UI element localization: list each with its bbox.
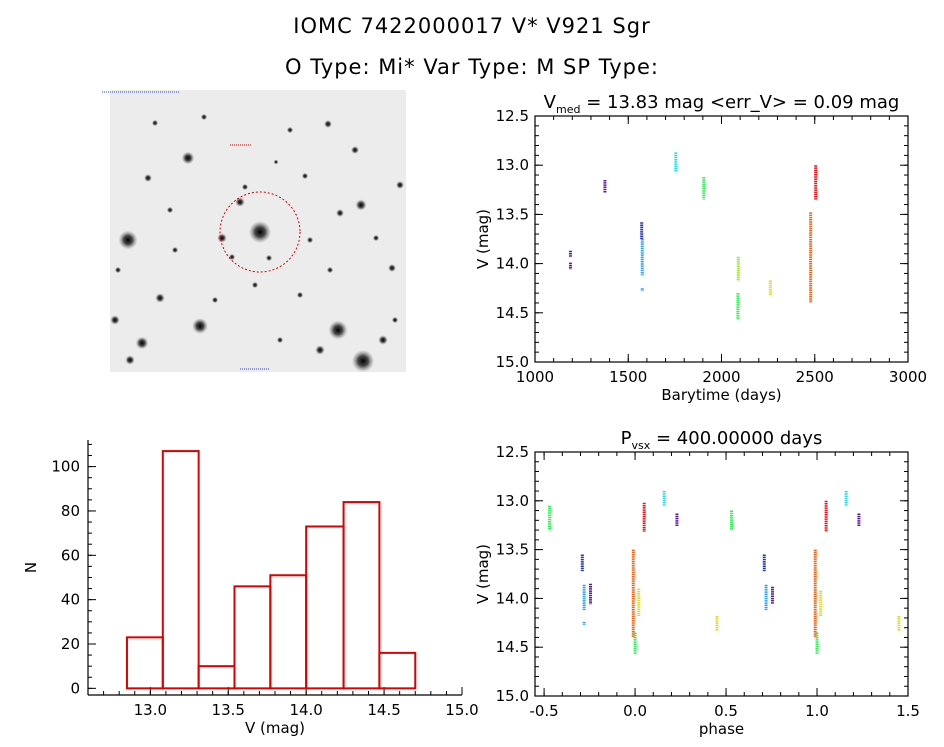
phased-x-label: phase (699, 720, 744, 738)
lightcurve-x-tick-label: 1500 (609, 368, 647, 386)
star-icon (388, 264, 396, 272)
phased-y-tick-label: 12.5 (496, 443, 529, 461)
histogram-y-label: N (22, 562, 40, 573)
star-icon (296, 291, 304, 299)
star-icon (351, 349, 375, 372)
lightcurve-title: Vmed = 13.83 mag <err_V> = 0.09 mag (544, 92, 900, 116)
star-icon (181, 151, 195, 165)
histogram-y-tick-label: 100 (51, 458, 80, 476)
lightcurve-y-tick-label: 14.5 (496, 304, 529, 322)
phased-y-tick-label: 14.5 (496, 638, 529, 656)
lightcurve-y-tick-label: 15.0 (496, 353, 529, 371)
histogram-x-label: V (mag) (245, 719, 305, 737)
histogram-bar (269, 574, 308, 690)
phased-x-tick-label: 0.0 (623, 702, 647, 720)
chart-title: IOMC 7422000017 V* V921 Sgr (293, 14, 651, 38)
lightcurve-y-label: V (mag) (474, 209, 492, 269)
phased-title: Pvsx = 400.00000 days (621, 428, 823, 452)
histogram-bar (161, 450, 200, 690)
phased-frame (534, 451, 909, 697)
sky-image (102, 90, 406, 372)
star-icon (324, 120, 332, 128)
star-icon (273, 159, 279, 165)
star-icon (286, 126, 294, 134)
star-icon (151, 119, 159, 127)
star-icon (110, 315, 120, 325)
lightcurve-frame (534, 115, 909, 363)
star-icon (200, 113, 208, 121)
star-icon (248, 220, 272, 244)
star-icon (125, 355, 135, 365)
histogram-y-tick-label: 0 (70, 679, 80, 697)
histogram-bar (305, 525, 345, 690)
phased-x-tick-label: 1.5 (896, 702, 920, 720)
histogram-x-tick-label: 13.0 (134, 701, 167, 719)
histogram-y-tick-label: 20 (61, 635, 80, 653)
star-icon (326, 266, 334, 274)
star-icon (351, 146, 359, 154)
phased-x-tick-label: 1.0 (805, 702, 829, 720)
phased-y-label: V (mag) (474, 544, 492, 604)
lightcurve-x-tick-label: 2000 (702, 368, 740, 386)
phased-x-tick-label: -0.5 (529, 702, 558, 720)
histogram-x-tick-label: 14.5 (367, 701, 400, 719)
histogram-plot: 13.0 13.5 14.0 14.5 15.0 0 20 40 60 80 100 V (mag) N (22, 440, 479, 737)
star-icon (265, 254, 273, 262)
target-circle (219, 191, 301, 273)
star-icon (251, 281, 259, 289)
star-icon (118, 230, 138, 250)
histogram-bar (197, 665, 236, 690)
phased-y-tick-label: 13.0 (496, 492, 529, 510)
phased-x-tick-label: 0.5 (714, 702, 738, 720)
star-field (110, 113, 404, 372)
lightcurve-x-label: Barytime (days) (661, 386, 781, 404)
histogram-y-tick-label: 60 (61, 546, 80, 564)
lightcurve-y-tick-label: 12.5 (496, 107, 529, 125)
star-icon (396, 181, 404, 189)
histogram-x-tick-label: 13.5 (212, 701, 245, 719)
phase-plot: Pvsx = 400.00000 days -0.5 0.0 0.5 1.0 1.5 12.… (474, 428, 920, 738)
star-icon (192, 318, 208, 334)
lightcurve-x-tick-label: 3000 (889, 368, 927, 386)
lightcurve-y-tick-label: 13.0 (496, 156, 529, 174)
star-icon (241, 183, 249, 191)
star-icon (301, 172, 309, 180)
phased-y-tick-label: 14.0 (496, 589, 529, 607)
star-icon (171, 246, 179, 254)
histogram-bar (125, 636, 164, 690)
star-icon (315, 345, 325, 355)
histogram-y-tick-label: 80 (61, 502, 80, 520)
star-icon (114, 266, 122, 274)
histogram-y-tick-label: 40 (61, 591, 80, 609)
phased-y-tick-label: 15.0 (496, 687, 529, 705)
phased-y-tick-label: 13.5 (496, 541, 529, 559)
histogram-bar (233, 585, 272, 690)
lightcurve-x-tick-label: 1000 (516, 368, 554, 386)
star-icon (135, 336, 149, 350)
star-icon (276, 336, 284, 344)
star-icon (217, 233, 227, 243)
star-icon (355, 199, 367, 211)
lightcurve-y-tick-label: 14.0 (496, 255, 529, 273)
histogram-x-tick-label: 15.0 (445, 701, 478, 719)
lightcurve-x-tick-label: 2500 (796, 368, 834, 386)
star-icon (211, 296, 219, 304)
star-icon (328, 320, 348, 340)
star-icon (336, 209, 344, 217)
star-icon (235, 197, 245, 207)
lightcurve-y-tick-label: 13.5 (496, 205, 529, 223)
star-icon (306, 236, 314, 244)
star-icon (155, 293, 165, 303)
star-icon (391, 316, 399, 324)
histogram-bar (378, 651, 417, 690)
chart-subtitle: O Type: Mi* Var Type: M SP Type: (285, 55, 659, 79)
star-icon (378, 335, 388, 345)
star-icon (144, 174, 152, 182)
histogram-bar (342, 501, 381, 690)
histogram-x-tick-label: 14.0 (289, 701, 322, 719)
star-icon (166, 206, 174, 214)
star-icon (372, 234, 380, 242)
